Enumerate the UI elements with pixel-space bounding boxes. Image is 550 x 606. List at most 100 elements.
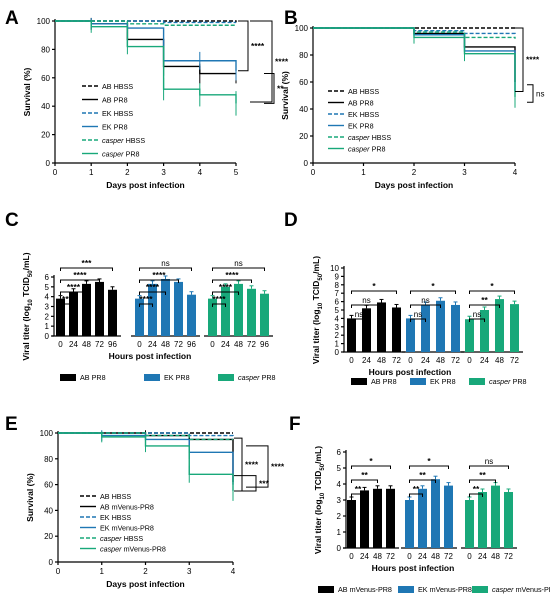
significance-bracket [410,290,456,294]
significance-bracket [212,279,252,283]
y-tick-label: 60 [41,74,50,83]
x-axis-title: Hours post infection [372,563,455,573]
panel-label: D [284,210,298,231]
bar [373,488,382,548]
x-tick-label: 24 [148,340,157,349]
bar [495,299,504,352]
significance-label: ** [277,83,284,93]
x-tick-label: 24 [360,552,369,561]
panel-A: A 0 20 40 60 80 100 0 1 2 3 4 5 Days post infection Su… [5,8,289,190]
x-tick-label: 96 [187,340,196,349]
significance-label: **** [139,294,153,304]
x-tick-label: 2 [412,168,417,177]
bar [362,308,371,352]
x-tick-label: 0 [311,168,316,177]
x-tick-label: 0 [58,340,63,349]
significance-bracket [234,475,257,492]
legend-label: casper PR8 [238,373,276,382]
bar [451,304,460,352]
significance-label: ns [473,310,481,319]
legend-label: EK HBSS [102,109,133,118]
y-tick-label: 10 [330,264,339,273]
x-tick-label: 4 [513,168,518,177]
significance-bracket [264,73,275,104]
x-tick-label: 48 [495,356,504,365]
x-tick-label: 96 [260,340,269,349]
significance-bracket [409,465,449,469]
significance-label: ns [421,296,429,305]
legend-swatch [472,586,488,593]
legend-label: EK mVenus-PR8 [418,585,472,594]
bar [234,283,243,336]
series-line [55,20,236,26]
significance-label: ** [479,470,486,480]
y-tick-label: 80 [44,455,53,464]
significance-label: **** [152,270,166,280]
x-tick-label: 72 [451,356,460,365]
y-axis-title: Viral titer (log10 TCID50/mL) [311,256,324,364]
y-tick-label: 100 [37,17,51,26]
x-tick-label: 72 [386,552,395,561]
y-tick-label: 1 [335,340,340,349]
x-tick-label: 72 [510,356,519,365]
bar [208,298,217,336]
bar [418,488,427,548]
x-tick-label: 4 [231,567,236,576]
y-tick-label: 0 [335,348,340,357]
x-tick-label: 0 [467,356,472,365]
x-axis-title: Days post infection [106,180,184,190]
significance-label: ** [413,484,420,494]
significance-bracket [238,20,249,72]
significance-label: ** [481,295,488,305]
significance-label: **** [225,270,239,280]
y-tick-label: 1 [337,528,342,537]
bar [161,278,170,336]
y-tick-label: 100 [295,24,309,33]
significance-label: * [431,281,435,291]
significance-label: * [427,456,431,466]
bar [406,318,415,352]
bar [386,488,395,548]
x-axis-title: Days post infection [106,579,184,589]
legend-swatch [410,378,426,385]
y-tick-label: 60 [44,481,53,490]
series-line [313,27,516,97]
y-axis-title: Survival (%) [280,71,290,120]
y-axis-title: Viral titer (log10 TCID50/mL) [21,252,34,360]
x-tick-label: 24 [480,356,489,365]
x-tick-label: 48 [436,356,445,365]
x-tick-label: 5 [234,168,239,177]
bar [480,310,489,352]
bar [405,500,414,548]
x-tick-label: 1 [361,168,366,177]
panel-label: E [5,414,18,435]
significance-bracket [60,291,87,295]
x-tick-label: 24 [362,356,371,365]
series-line [55,20,237,71]
y-tick-label: 0 [45,332,50,341]
y-tick-label: 6 [337,448,342,457]
legend-label: AB HBSS [102,82,133,91]
significance-bracket [139,291,166,295]
bar [436,300,445,352]
legend-label: AB mVenus-PR8 [100,503,154,512]
bar [69,291,78,336]
panel-F: F 0 1 2 3 4 5 6 Viral titer (log10 TCID50/mL) 0 24… [289,414,550,594]
panel-E: E 0 20 40 60 80 100 0 1 2 3 4 Days post infection Sur… [5,414,285,589]
legend-label: AB PR8 [348,99,374,108]
bar [444,485,453,548]
significance-label: ns [355,310,363,319]
bar [377,302,386,352]
series-line [55,20,237,104]
y-tick-label: 0 [49,558,54,567]
significance-bracket [60,279,100,283]
x-tick-label: 0 [56,567,61,576]
y-tick-label: 2 [335,331,340,340]
y-tick-label: 8 [335,281,340,290]
significance-label: **** [251,41,265,51]
bar [465,319,474,352]
legend-label: EK HBSS [348,110,379,119]
legend-label: AB PR8 [371,377,397,386]
